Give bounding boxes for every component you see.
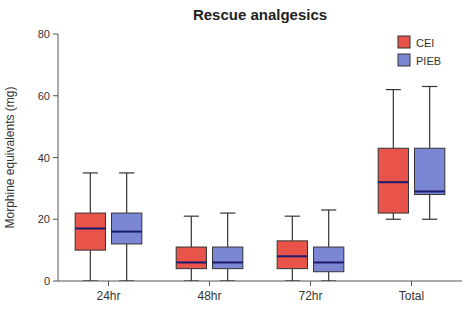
y-tick — [53, 219, 58, 220]
y-tick — [53, 34, 58, 35]
whisker-high — [90, 173, 91, 213]
chart-container: Rescue analgesics Morphine equivalents (m… — [0, 0, 474, 315]
y-tick-label: 60 — [38, 90, 50, 102]
x-tick — [411, 281, 412, 286]
whisker-high — [393, 90, 394, 149]
x-axis-line — [58, 281, 462, 282]
y-tick-label: 80 — [38, 28, 50, 40]
median — [415, 190, 445, 192]
whisker-low — [227, 269, 228, 281]
legend-swatch — [398, 36, 410, 48]
boxes — [75, 86, 445, 281]
median — [213, 261, 243, 263]
box-group — [75, 173, 105, 281]
box — [415, 148, 445, 194]
cap-low — [184, 280, 199, 281]
y-axis: 0 20 40 60 80 — [38, 28, 58, 287]
legend-label: PIEB — [416, 55, 441, 67]
whisker-high — [191, 216, 192, 247]
box-group — [277, 216, 307, 281]
whisker-high — [227, 213, 228, 247]
title: Rescue analgesics — [193, 6, 327, 23]
box-group — [415, 86, 445, 219]
median — [314, 261, 344, 263]
cap-low — [285, 280, 300, 281]
whisker-low — [393, 213, 394, 219]
x-tick — [209, 281, 210, 286]
whisker-low — [292, 269, 293, 281]
y-tick-label: 40 — [38, 152, 50, 164]
box — [277, 241, 307, 269]
cap-high — [119, 172, 134, 173]
box — [75, 213, 105, 250]
x-axis: 24hr 48hr 72hr Total — [58, 281, 462, 303]
cap-high — [83, 172, 98, 173]
y-axis-label: Morphine equivalents (mg) — [3, 86, 17, 228]
x-tick-label: 24hr — [96, 289, 120, 303]
y-axis-line — [58, 34, 59, 281]
box-group — [378, 90, 408, 220]
y-tick-label: 20 — [38, 213, 50, 225]
y-tick — [53, 95, 58, 96]
cap-low — [321, 280, 336, 281]
whisker-high — [429, 86, 430, 148]
x-tick — [108, 281, 109, 286]
median — [277, 255, 307, 257]
x-tick-label: Total — [399, 289, 424, 303]
whisker-low — [90, 250, 91, 281]
whisker-low — [328, 272, 329, 281]
x-tick-label: 48hr — [197, 289, 221, 303]
cap-high — [422, 86, 437, 87]
whisker-high — [126, 173, 127, 213]
whisker-high — [328, 210, 329, 247]
median — [176, 261, 206, 263]
cap-low — [220, 280, 235, 281]
legend: CEI PIEB — [398, 36, 441, 67]
cap-low — [422, 219, 437, 220]
whisker-low — [126, 244, 127, 281]
cap-low — [119, 280, 134, 281]
box-group — [176, 216, 206, 281]
whisker-high — [292, 216, 293, 241]
box-group — [314, 210, 344, 281]
median — [378, 181, 408, 183]
chart: Rescue analgesics Morphine equivalents (m… — [0, 0, 474, 315]
box — [112, 213, 142, 244]
cap-high — [386, 89, 401, 90]
y-tick-label: 0 — [44, 275, 50, 287]
box-group — [112, 173, 142, 281]
whisker-low — [191, 269, 192, 281]
cap-high — [321, 209, 336, 210]
x-tick-label: 72hr — [298, 289, 322, 303]
x-tick — [310, 281, 311, 286]
cap-low — [386, 219, 401, 220]
cap-low — [83, 280, 98, 281]
y-tick — [53, 281, 58, 282]
whisker-low — [429, 195, 430, 220]
box — [378, 148, 408, 213]
box-group — [213, 213, 243, 281]
box — [314, 247, 344, 272]
cap-high — [184, 216, 199, 217]
median — [112, 231, 142, 233]
legend-swatch — [398, 54, 410, 66]
cap-high — [285, 216, 300, 217]
legend-label: CEI — [416, 37, 434, 49]
box — [176, 247, 206, 269]
median — [75, 228, 105, 230]
box — [213, 247, 243, 269]
cap-high — [220, 212, 235, 213]
y-tick — [53, 157, 58, 158]
